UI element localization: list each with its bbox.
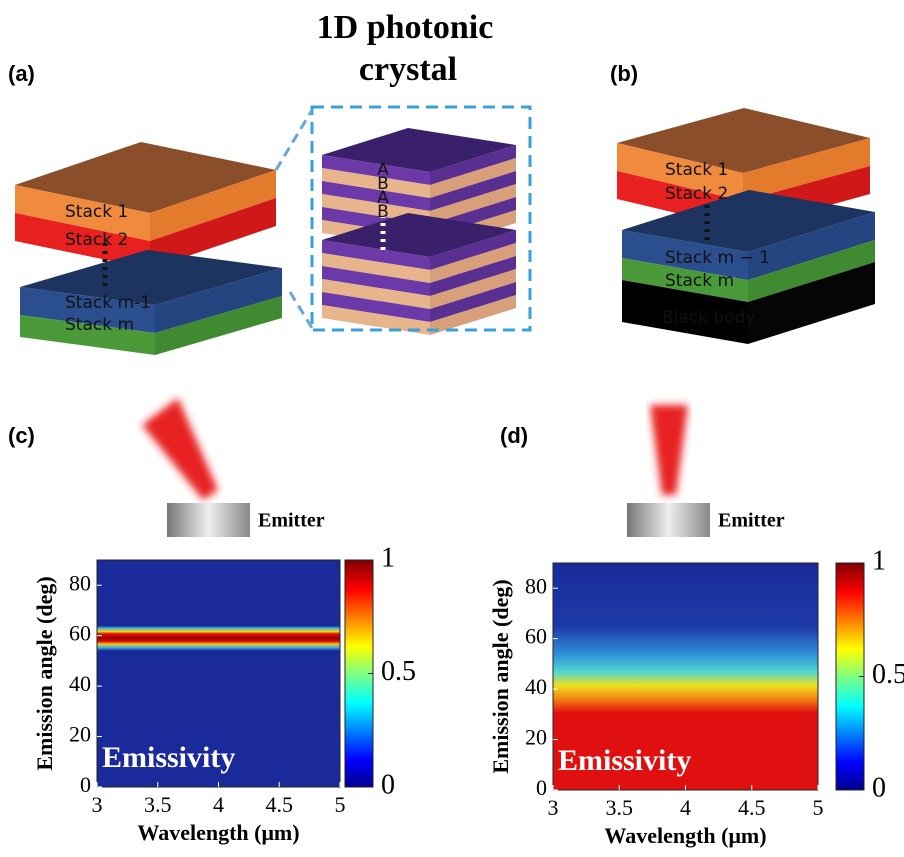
y-tick-label: 0 bbox=[536, 775, 547, 800]
emitter-label: Emitter bbox=[258, 510, 325, 532]
y-tick-label: 60 bbox=[69, 621, 91, 646]
x-tick-label: 3.5 bbox=[144, 792, 172, 817]
layer-label: Stack m-1 bbox=[65, 293, 151, 313]
y-axis-label: Emission angle (deg) bbox=[488, 579, 513, 773]
emitter-label: Emitter bbox=[718, 510, 785, 532]
x-tick-label: 3 bbox=[92, 792, 103, 817]
x-tick-label: 4.5 bbox=[738, 795, 766, 820]
light-beam bbox=[142, 398, 218, 500]
layer-label: Stack m bbox=[65, 315, 134, 335]
zoom-line bbox=[290, 292, 312, 328]
x-tick-label: 4 bbox=[213, 792, 224, 817]
y-tick-label: 40 bbox=[525, 674, 547, 699]
y-tick-label: 0 bbox=[80, 772, 91, 797]
zoom-line bbox=[276, 110, 312, 170]
layer-label: Stack 2 bbox=[665, 184, 728, 204]
annotation: Emissivity bbox=[558, 744, 691, 777]
x-tick-label: 4.5 bbox=[266, 792, 294, 817]
y-axis-label: Emission angle (deg) bbox=[32, 576, 57, 770]
colorbar-tick-label: 0.5 bbox=[381, 656, 416, 687]
light-beam bbox=[650, 405, 688, 495]
colorbar-tick-label: 0 bbox=[872, 772, 886, 803]
layer-label: Black body bbox=[662, 308, 755, 328]
x-tick-label: 5 bbox=[813, 795, 824, 820]
colorbar-tick-label: 1 bbox=[381, 542, 395, 573]
layer-label: Stack 1 bbox=[665, 160, 728, 180]
colorbar-tick-label: 1 bbox=[872, 545, 886, 576]
panel-label: (d) bbox=[500, 423, 528, 448]
title-line: crystal bbox=[359, 51, 457, 88]
colorbar-tick-label: 0 bbox=[381, 769, 395, 800]
layer-label: Stack m − 1 bbox=[665, 248, 770, 268]
y-tick-label: 80 bbox=[525, 573, 547, 598]
panel-label: (b) bbox=[610, 61, 638, 86]
layer-label: B bbox=[377, 202, 389, 222]
x-axis-label: Wavelength (μm) bbox=[604, 823, 766, 848]
layer-label: Stack 2 bbox=[65, 230, 128, 250]
title-line: 1D photonic bbox=[317, 9, 494, 46]
y-tick-label: 40 bbox=[69, 671, 91, 696]
figure: 1D photonic crystal (a) (b) (c) (d) Stac… bbox=[0, 0, 904, 857]
x-tick-label: 5 bbox=[335, 792, 346, 817]
y-tick-label: 80 bbox=[69, 570, 91, 595]
annotation: Emissivity bbox=[102, 741, 235, 774]
x-tick-label: 3.5 bbox=[606, 795, 634, 820]
y-tick-label: 20 bbox=[525, 725, 547, 750]
panel-label: (c) bbox=[8, 423, 35, 448]
x-tick-label: 3 bbox=[548, 795, 559, 820]
layer-label: Stack 1 bbox=[65, 202, 128, 222]
y-tick-label: 60 bbox=[525, 624, 547, 649]
x-tick-label: 4 bbox=[680, 795, 691, 820]
layer-label: Stack m bbox=[665, 271, 734, 291]
y-tick-label: 20 bbox=[69, 722, 91, 747]
colorbar-tick-label: 0.5 bbox=[872, 659, 904, 690]
panel-label: (a) bbox=[8, 61, 35, 86]
x-axis-label: Wavelength (μm) bbox=[137, 820, 299, 845]
emitter-block bbox=[167, 503, 250, 537]
emitter-block bbox=[627, 503, 710, 537]
